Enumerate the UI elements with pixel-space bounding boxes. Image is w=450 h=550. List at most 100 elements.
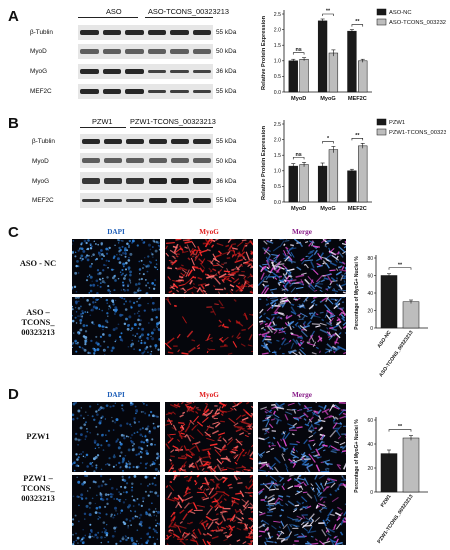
cell [222, 476, 227, 479]
nucleus [150, 331, 154, 335]
nucleus [120, 509, 124, 512]
cell [201, 448, 208, 451]
chart-b-sig-label: * [327, 136, 330, 142]
cell [264, 427, 271, 433]
nucleus [135, 409, 139, 412]
blot-b-label-2: MyoG [32, 178, 50, 185]
nucleus [86, 465, 89, 468]
cell [249, 478, 253, 483]
nucleus [76, 417, 79, 420]
cell [310, 311, 316, 320]
cell [321, 408, 330, 414]
nucleus [79, 305, 82, 308]
cell [181, 287, 186, 292]
nucleus [106, 345, 110, 349]
cell [209, 504, 214, 509]
chart-b-bar [358, 145, 368, 203]
nucleus [145, 511, 148, 514]
nucleus [74, 306, 77, 309]
cell [243, 525, 247, 528]
cell [279, 402, 285, 407]
nucleus [158, 328, 160, 332]
nucleus [72, 495, 75, 498]
chart-b-legend-swatch [376, 118, 387, 126]
nucleus [141, 435, 144, 438]
cell [214, 483, 219, 490]
nucleus [127, 244, 131, 247]
cell [228, 524, 234, 531]
cell [270, 288, 277, 291]
nucleus [96, 413, 99, 416]
cell [207, 465, 212, 469]
cell [301, 522, 309, 529]
cell [295, 286, 304, 290]
chart-c-ytick-label: 0 [370, 326, 373, 332]
nucleus [148, 526, 151, 530]
cell [268, 324, 277, 328]
cell [186, 402, 192, 404]
nucleus [150, 335, 152, 337]
cell [324, 480, 328, 487]
cell [323, 404, 327, 410]
cell [214, 521, 220, 526]
cell [291, 279, 297, 282]
cell [301, 347, 304, 350]
cell [333, 524, 337, 529]
nucleus [117, 323, 120, 326]
cell [188, 464, 195, 469]
cell [280, 520, 285, 527]
cell [332, 528, 336, 531]
cell [235, 414, 242, 421]
nucleus [92, 301, 95, 304]
nucleus [128, 269, 130, 271]
nucleus [138, 297, 140, 300]
cell [334, 404, 341, 410]
blot-b-strip-0 [80, 134, 213, 149]
cell [211, 529, 215, 533]
cell [214, 277, 221, 285]
nucleus [149, 261, 152, 264]
nucleus [124, 308, 128, 311]
nucleus [138, 278, 141, 281]
nucleus [153, 476, 156, 480]
cell [178, 274, 185, 283]
nucleus [86, 430, 89, 433]
cell [294, 504, 300, 507]
cell [249, 457, 253, 460]
nucleus [122, 491, 125, 494]
nucleus [84, 435, 88, 438]
nucleus [100, 444, 103, 447]
cell [249, 273, 253, 278]
cell [268, 423, 274, 429]
cell [265, 344, 271, 353]
cell [329, 326, 334, 330]
cell [259, 264, 263, 268]
cell [187, 257, 191, 261]
nucleus [153, 308, 157, 312]
nucleus [78, 300, 80, 302]
cell [191, 266, 196, 271]
nucleus [134, 405, 137, 408]
blot-band [82, 158, 101, 163]
cell [237, 481, 243, 485]
cell [184, 475, 189, 478]
nucleus [156, 522, 159, 525]
cell [206, 274, 212, 279]
nucleus [128, 246, 130, 249]
nucleus [119, 492, 122, 496]
cell [292, 509, 298, 513]
nucleus [141, 427, 144, 430]
cell [287, 485, 294, 490]
cell [192, 465, 196, 469]
blot-band [192, 29, 211, 36]
nucleus [151, 414, 155, 418]
cell [235, 266, 240, 271]
nucleus [153, 426, 156, 430]
nucleus [118, 246, 121, 250]
nucleus [88, 303, 91, 306]
cell [241, 470, 244, 472]
cell [260, 519, 264, 523]
nucleus [106, 462, 109, 465]
cell [293, 239, 302, 245]
cell [170, 455, 175, 458]
